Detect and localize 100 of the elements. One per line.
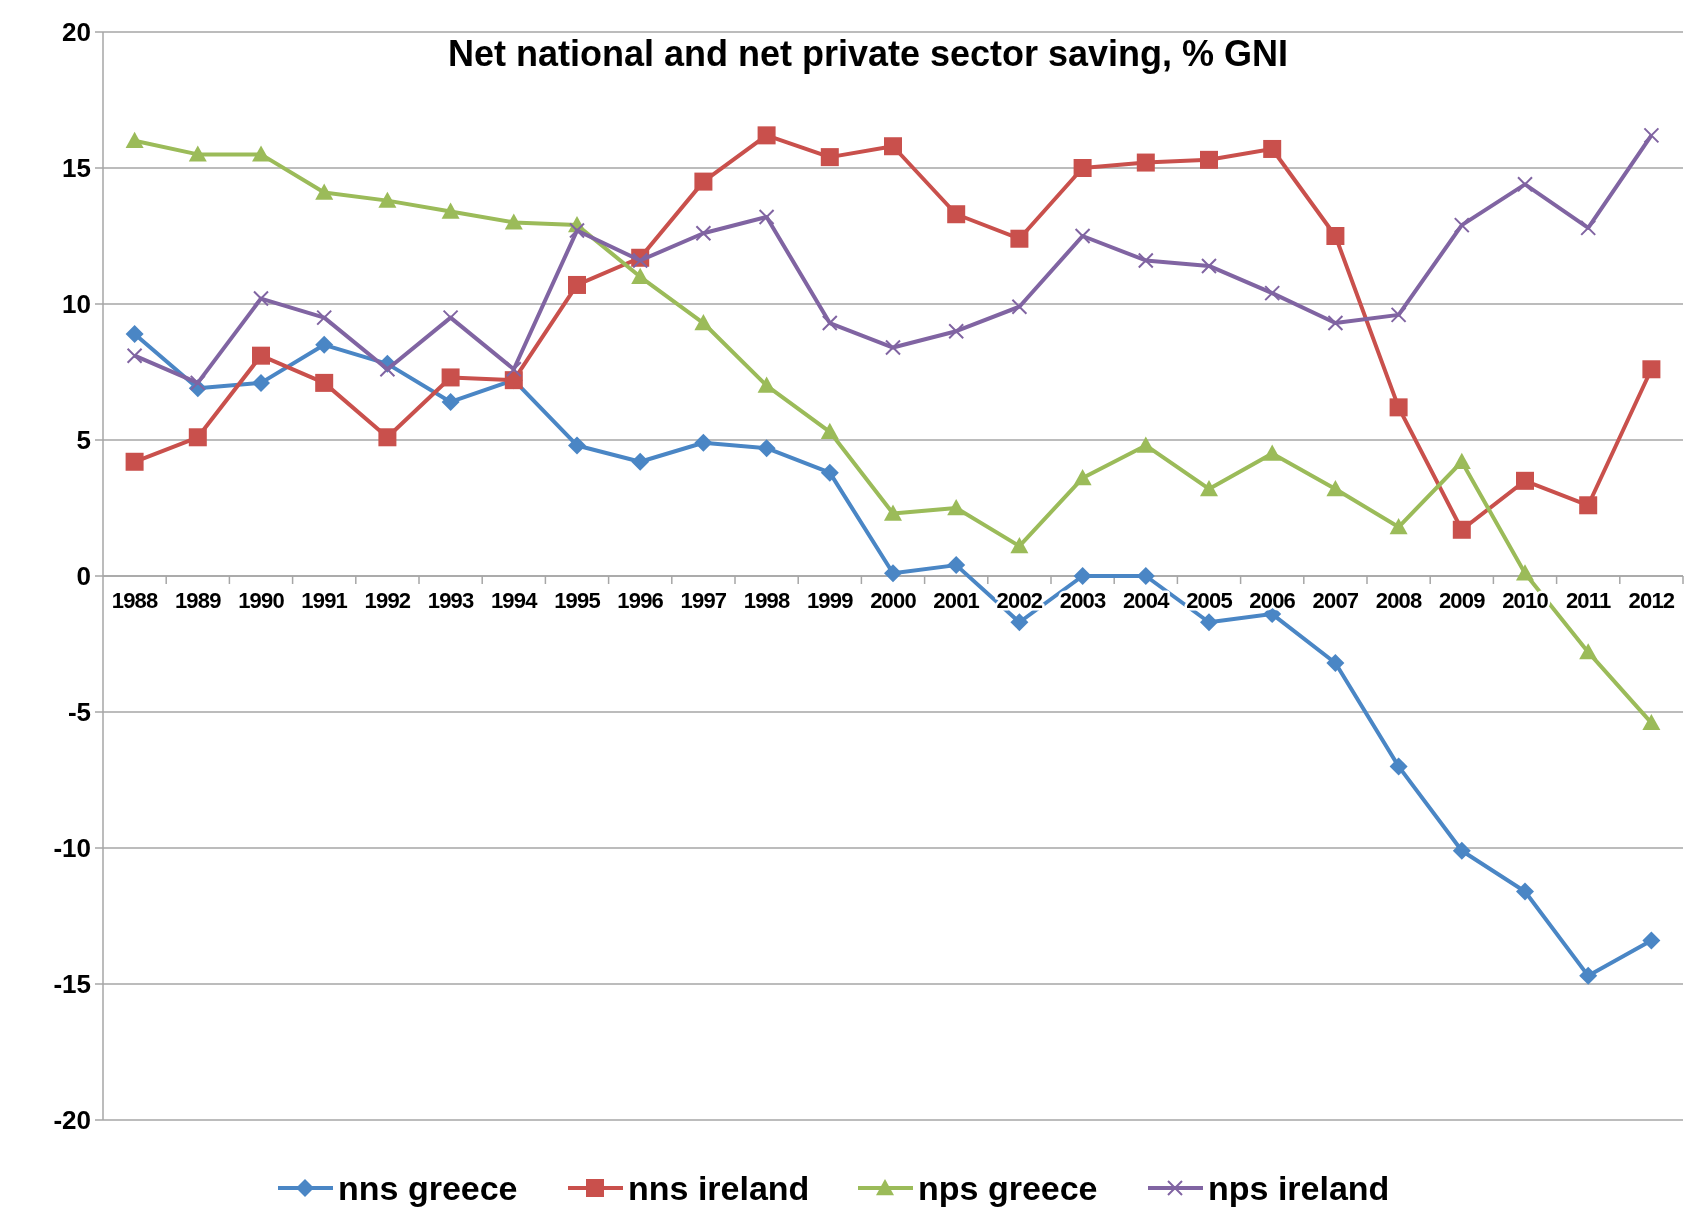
- x-tick-label: 2012: [1628, 588, 1675, 613]
- x-tick-label: 2011: [1565, 588, 1612, 613]
- point: [947, 205, 966, 224]
- point: [1642, 713, 1661, 731]
- point: [1073, 567, 1092, 585]
- point: [1073, 469, 1092, 486]
- point: [884, 137, 902, 156]
- x-tick-label: 1990: [238, 588, 285, 613]
- point: [441, 202, 460, 219]
- x-tick-label: 1995: [554, 588, 601, 613]
- point: [694, 172, 713, 191]
- point: [1010, 613, 1029, 632]
- y-tick-label: -5: [67, 697, 91, 728]
- point: [378, 428, 397, 447]
- point: [568, 275, 586, 294]
- point: [1452, 520, 1471, 539]
- point: [1073, 159, 1092, 177]
- point: [1074, 228, 1091, 244]
- point: [884, 564, 902, 583]
- point: [253, 290, 269, 307]
- point: [1200, 613, 1218, 632]
- point: [631, 452, 650, 471]
- point: [125, 131, 144, 148]
- point: [1579, 966, 1598, 985]
- point: [821, 315, 838, 332]
- point: [252, 346, 270, 365]
- x-tick-label: 2001: [933, 588, 980, 613]
- point: [947, 556, 966, 575]
- point: [757, 439, 776, 458]
- point: [188, 145, 207, 162]
- legend-label: nns ireland: [628, 1168, 810, 1207]
- point: [189, 374, 206, 391]
- x-tick-label: 1997: [680, 588, 727, 613]
- x-tick-label: 2008: [1375, 588, 1423, 613]
- y-tick-label: 5: [76, 425, 91, 456]
- point: [1390, 306, 1407, 323]
- point: [252, 145, 270, 162]
- point: [1263, 139, 1282, 158]
- point: [316, 309, 333, 326]
- x-tick-label: 1989: [174, 588, 222, 613]
- point: [504, 213, 523, 230]
- point: [442, 309, 459, 326]
- point: [694, 433, 713, 452]
- x-tick-label: 2006: [1249, 588, 1296, 613]
- point: [441, 392, 460, 411]
- point: [441, 368, 460, 387]
- point: [1263, 444, 1282, 461]
- point: [1579, 496, 1598, 515]
- point: [1453, 217, 1470, 234]
- point: [188, 428, 207, 447]
- point: [1011, 298, 1028, 315]
- x-tick-label: 1993: [427, 588, 475, 613]
- point: [568, 436, 586, 455]
- point: [1327, 315, 1344, 332]
- y-tick-label: -15: [53, 969, 91, 1000]
- x-tick-label: 2010: [1502, 588, 1549, 613]
- point: [1642, 931, 1661, 950]
- point: [1201, 257, 1217, 274]
- y-tick-label: -10: [53, 833, 91, 864]
- point: [505, 361, 522, 378]
- point: [1643, 127, 1660, 144]
- point: [315, 373, 334, 392]
- point: [947, 499, 966, 516]
- point: [757, 126, 776, 145]
- y-tick-label: -20: [53, 1105, 91, 1136]
- point: [126, 347, 143, 364]
- point: [125, 452, 144, 471]
- point: [1136, 153, 1155, 172]
- x-tick-label: 2007: [1312, 588, 1359, 613]
- point: [1200, 150, 1218, 169]
- point: [1517, 176, 1533, 193]
- point: [1200, 479, 1218, 497]
- point: [1516, 471, 1534, 490]
- x-tick-label: 1996: [617, 588, 664, 613]
- point: [1452, 841, 1471, 860]
- point: [1452, 452, 1471, 469]
- point: [1137, 252, 1154, 269]
- legend-label: nps greece: [918, 1168, 1098, 1207]
- x-tick-label: 1988: [111, 588, 159, 613]
- point: [125, 324, 144, 343]
- point: [1326, 479, 1345, 497]
- x-tick-label: 1992: [364, 588, 411, 613]
- y-tick-label: 0: [76, 561, 91, 592]
- point: [695, 225, 712, 242]
- point: [694, 314, 713, 331]
- y-tick-label: 15: [62, 153, 91, 184]
- point: [884, 504, 902, 521]
- point: [1642, 360, 1661, 379]
- point: [1389, 518, 1408, 535]
- point: [1516, 564, 1534, 581]
- point: [820, 422, 839, 440]
- point: [569, 222, 585, 239]
- legend-label: nps ireland: [1208, 1168, 1390, 1207]
- chart-title: Net national and net private sector saving, % GNI: [447, 33, 1289, 74]
- point: [1389, 757, 1408, 776]
- x-tick-label: 1999: [806, 588, 854, 613]
- x-tick-label: 1991: [301, 588, 348, 613]
- y-tick-label: 10: [62, 289, 91, 320]
- x-tick-label: 1998: [743, 588, 791, 613]
- point: [252, 373, 270, 392]
